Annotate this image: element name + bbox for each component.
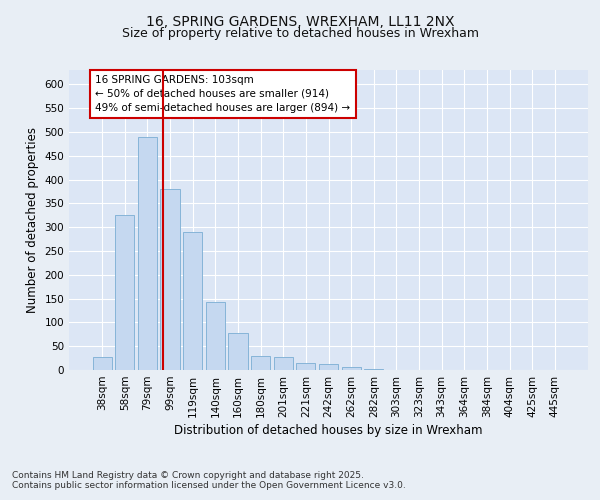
Text: 16 SPRING GARDENS: 103sqm
← 50% of detached houses are smaller (914)
49% of semi: 16 SPRING GARDENS: 103sqm ← 50% of detac… bbox=[95, 75, 350, 113]
Bar bbox=[160, 189, 180, 370]
Bar bbox=[183, 232, 202, 370]
Bar bbox=[138, 136, 157, 370]
Bar bbox=[251, 356, 270, 370]
Bar bbox=[364, 369, 383, 370]
Bar bbox=[274, 357, 293, 370]
Bar bbox=[341, 366, 361, 370]
Bar bbox=[92, 356, 112, 370]
Bar bbox=[115, 215, 134, 370]
Bar bbox=[319, 364, 338, 370]
Bar bbox=[296, 363, 316, 370]
Text: Contains public sector information licensed under the Open Government Licence v3: Contains public sector information licen… bbox=[12, 482, 406, 490]
Bar bbox=[229, 333, 248, 370]
Text: Contains HM Land Registry data © Crown copyright and database right 2025.: Contains HM Land Registry data © Crown c… bbox=[12, 472, 364, 480]
Bar bbox=[206, 302, 225, 370]
Y-axis label: Number of detached properties: Number of detached properties bbox=[26, 127, 39, 313]
Text: 16, SPRING GARDENS, WREXHAM, LL11 2NX: 16, SPRING GARDENS, WREXHAM, LL11 2NX bbox=[146, 16, 454, 30]
Text: Size of property relative to detached houses in Wrexham: Size of property relative to detached ho… bbox=[121, 28, 479, 40]
X-axis label: Distribution of detached houses by size in Wrexham: Distribution of detached houses by size … bbox=[174, 424, 483, 437]
